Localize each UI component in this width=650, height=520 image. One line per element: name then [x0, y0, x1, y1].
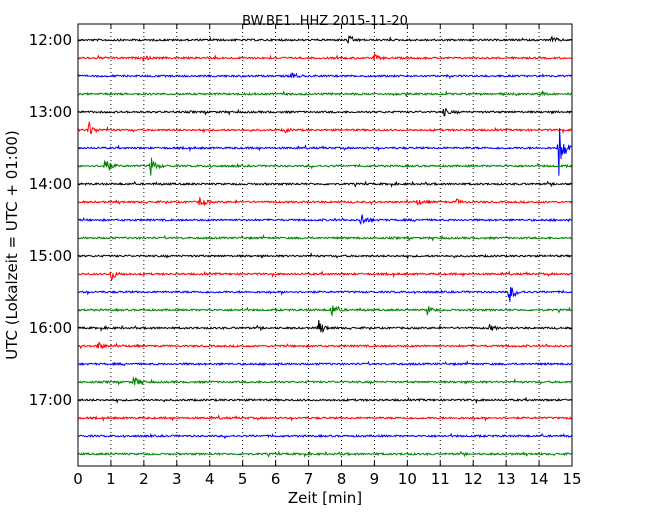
x-tick-label: 14 — [530, 470, 549, 488]
x-tick-label: 11 — [431, 470, 450, 488]
x-tick-label: 6 — [271, 470, 281, 488]
trace-1415 — [78, 197, 572, 207]
axis-ticks: 0 1 2 3 4 5 6 7 8 9 10 11 12 13 14 1512:0013:0014:0015:… — [29, 24, 582, 488]
trace-1745 — [77, 450, 572, 459]
trace-1645 — [77, 375, 572, 386]
trace-1200 — [77, 35, 572, 44]
trace-1630 — [78, 359, 572, 367]
x-tick-label: 7 — [304, 470, 314, 488]
x-tick-label: 8 — [337, 470, 347, 488]
trace-1500 — [77, 251, 572, 260]
x-tick-label: 13 — [497, 470, 516, 488]
trace-1230 — [77, 72, 572, 80]
trace-1245 — [77, 90, 572, 98]
trace-1345 — [77, 157, 572, 176]
x-tick-label: 10 — [398, 470, 417, 488]
y-tick-label: 12:00 — [29, 31, 72, 49]
trace-1430 — [77, 214, 572, 226]
y-tick-label: 17:00 — [29, 391, 72, 409]
x-tick-label: 2 — [139, 470, 149, 488]
trace-1715 — [77, 414, 572, 423]
x-tick-label: 12 — [464, 470, 483, 488]
trace-1730 — [77, 432, 572, 440]
trace-1215 — [77, 52, 572, 63]
trace-1330 — [77, 128, 572, 176]
trace-1700 — [77, 396, 572, 405]
trace-1300 — [77, 108, 572, 117]
grid-lines — [110, 24, 540, 466]
plot-frame — [77, 23, 573, 467]
trace-1530 — [77, 287, 572, 303]
y-tick-label: 13:00 — [29, 103, 72, 121]
trace-group — [77, 35, 572, 459]
trace-1615 — [77, 341, 572, 350]
trace-1315 — [77, 120, 572, 135]
y-tick-label: 16:00 — [29, 319, 72, 337]
trace-1600 — [77, 320, 572, 334]
x-tick-label: 4 — [205, 470, 215, 488]
y-tick-label: 15:00 — [29, 247, 72, 265]
x-tick-label: 15 — [562, 470, 581, 488]
y-tick-label: 14:00 — [29, 175, 72, 193]
x-tick-label: 5 — [238, 470, 248, 488]
trace-1545 — [77, 305, 572, 318]
x-tick-label: 1 — [106, 470, 116, 488]
chart-title: BW.BE1..HHZ 2015-11-20 — [242, 14, 408, 29]
trace-1400 — [77, 180, 572, 189]
y-axis-title: UTC (Lokalzeit = UTC + 01:00) — [3, 130, 21, 360]
x-tick-label: 3 — [172, 470, 182, 488]
trace-1515 — [77, 270, 572, 282]
x-axis-title: Zeit [min] — [288, 489, 362, 507]
x-tick-label: 9 — [370, 470, 380, 488]
x-tick-label: 0 — [73, 470, 83, 488]
trace-1445 — [77, 233, 572, 242]
